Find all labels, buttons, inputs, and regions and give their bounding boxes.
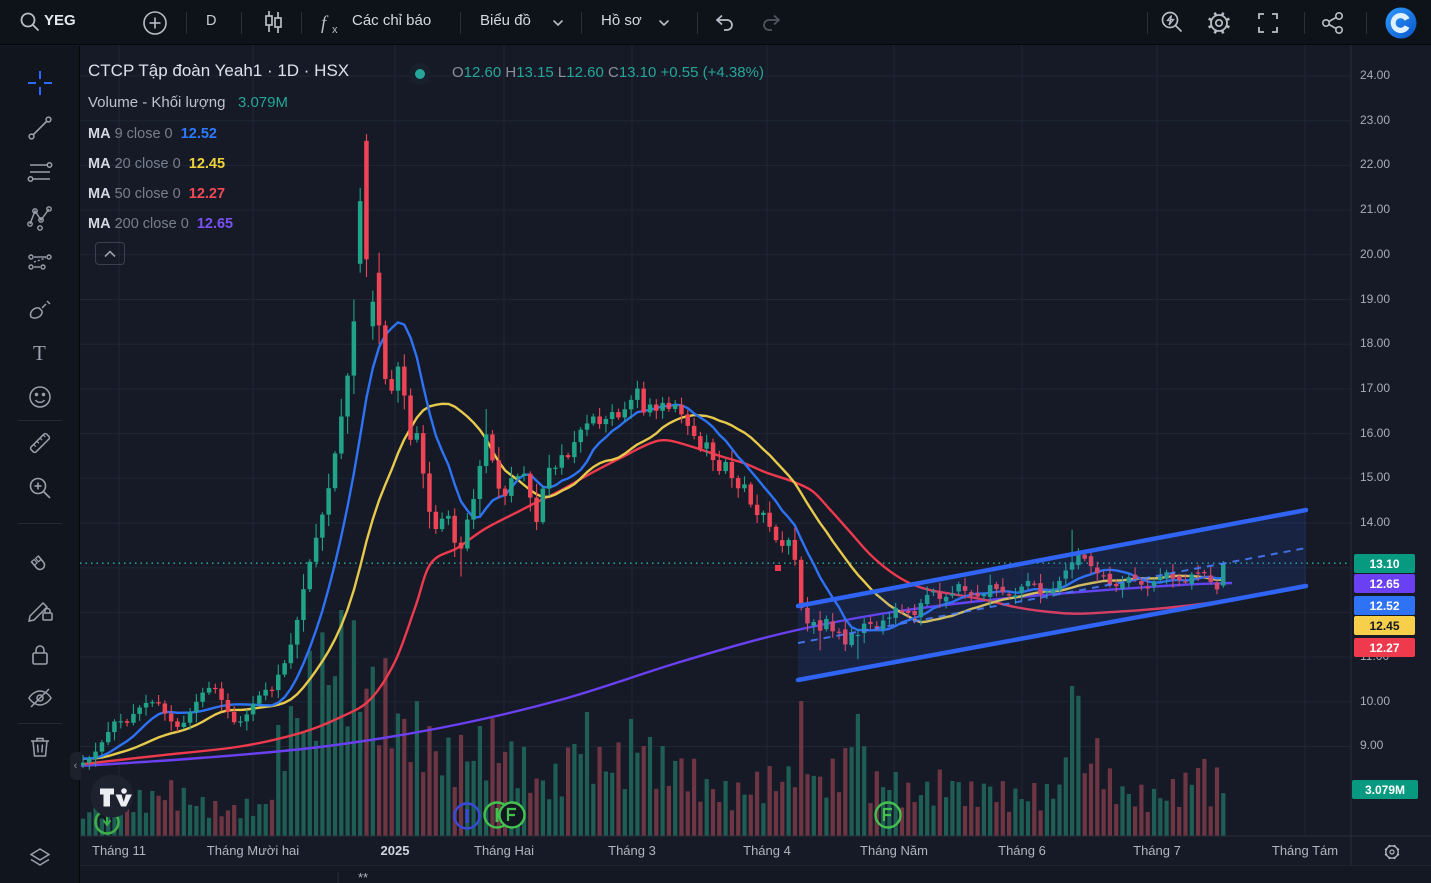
svg-text:x: x [332,24,338,36]
svg-text:T: T [33,341,46,365]
svg-text:f: f [321,13,329,34]
svg-text:**: ** [358,870,368,883]
